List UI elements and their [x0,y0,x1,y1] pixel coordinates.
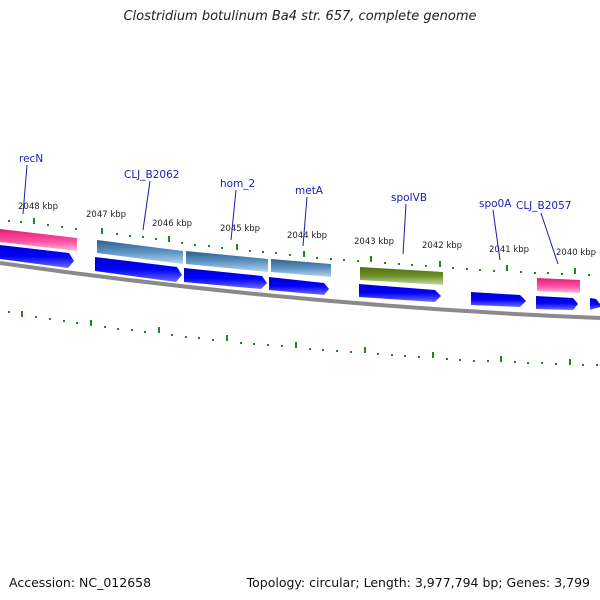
feature-metA[interactable] [271,259,331,277]
cds-arrow[interactable] [95,257,182,282]
feature-clj-b2062[interactable] [97,240,183,264]
cds-arrow[interactable] [590,298,600,310]
label-leaders [22,164,559,265]
gene-label-recN[interactable]: recN [19,153,43,165]
tick-label: 2044 kbp [287,231,327,241]
accession-text: Accession: NC_012658 [9,575,152,590]
cds-arrow[interactable] [536,296,578,310]
gene-label-clj-b2057[interactable]: CLJ_B2057 [516,200,571,212]
feature-spoIVB[interactable] [360,267,443,285]
feature-hom-2[interactable] [186,251,268,272]
cds-arrow[interactable] [269,277,329,295]
gene-label-spoIVB[interactable]: spoIVB [391,192,427,204]
gene-label-hom-2[interactable]: hom_2 [220,178,255,190]
gene-label-metA[interactable]: metA [295,185,324,197]
tick-label: 2042 kbp [422,241,462,251]
tick-label: 2045 kbp [220,224,260,234]
outer-tick-track [8,218,590,276]
gene-label-clj-b2062[interactable]: CLJ_B2062 [124,169,179,181]
feature-recN[interactable] [0,229,77,251]
tick-label: 2046 kbp [152,219,192,229]
inner-tick-track [8,311,598,366]
cds-arrow[interactable] [184,268,267,289]
genome-summary: Topology: circular; Length: 3,977,794 bp… [246,575,590,590]
tick-label: 2040 kbp [556,248,596,258]
cds-arrow[interactable] [0,245,74,268]
feature-clj-b2057[interactable] [537,278,580,293]
cds-arrow[interactable] [359,284,441,302]
cds-track [0,245,600,310]
tick-label: 2041 kbp [489,245,529,255]
gene-label-spo0A[interactable]: spo0A [479,198,512,210]
genome-title: Clostridium botulinum Ba4 str. 657, comp… [123,9,477,24]
tick-label: 2047 kbp [86,210,126,220]
tick-label: 2043 kbp [354,237,394,247]
tick-label: 2048 kbp [18,202,58,212]
cds-arrow[interactable] [471,292,526,307]
genome-backbone [0,261,600,320]
